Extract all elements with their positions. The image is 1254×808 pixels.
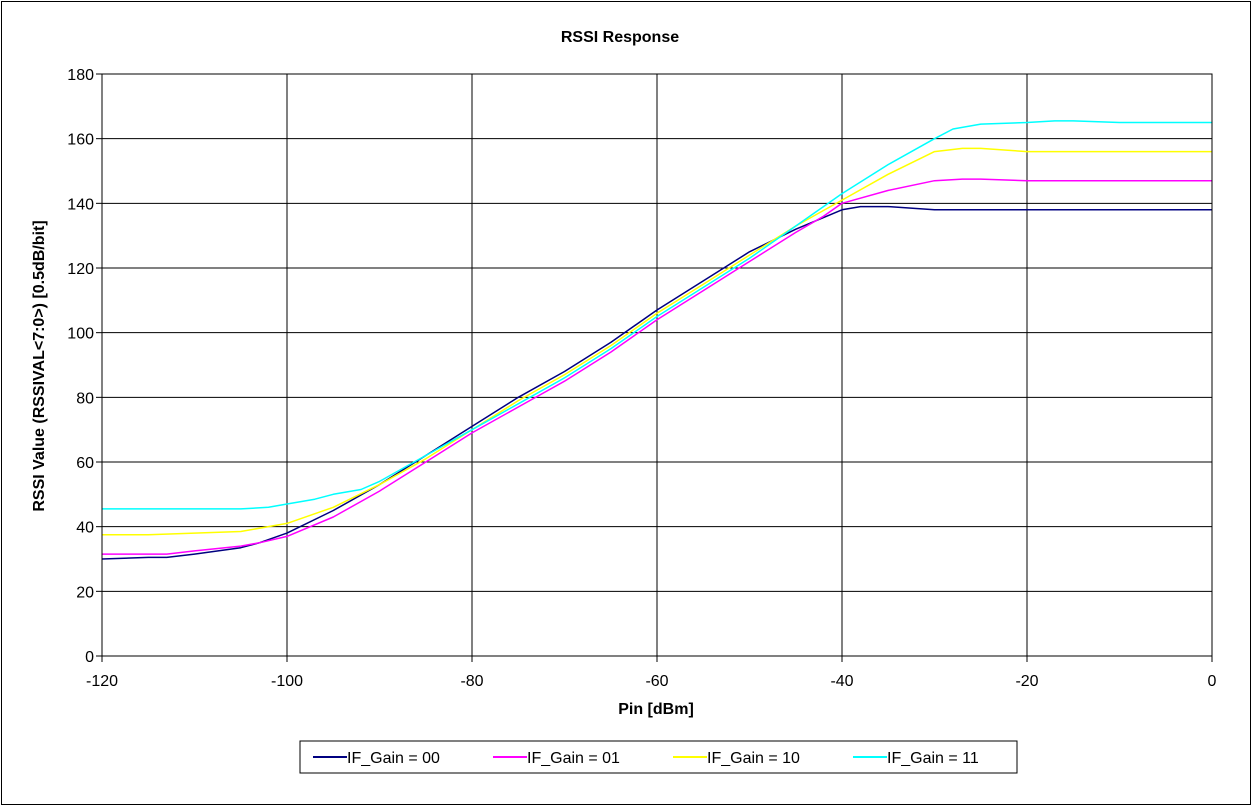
series-line-1: [102, 178, 1212, 555]
series-lines: [101, 120, 1212, 560]
series-line-2: [102, 147, 1212, 536]
chart-title: RSSI Response: [561, 29, 679, 46]
y-tick-label: 20: [76, 584, 94, 601]
y-tick-label: 180: [67, 67, 94, 84]
x-tick-label: -20: [1015, 673, 1038, 690]
y-tick-label: 60: [76, 455, 94, 472]
legend-label-1: IF_Gain = 01: [527, 750, 620, 767]
x-tick-label: -60: [645, 673, 668, 690]
y-tick-label: 160: [67, 132, 94, 149]
y-tick-label: 100: [67, 326, 94, 343]
legend-label-2: IF_Gain = 10: [707, 750, 800, 767]
series-line-0: [101, 205, 1212, 560]
x-tick-label: -100: [271, 673, 303, 690]
y-tick-label: 80: [76, 390, 94, 407]
x-tick-label: -120: [86, 673, 118, 690]
y-tick-label: 40: [76, 520, 94, 537]
series-line-3: [102, 120, 1212, 510]
legend-box: [299, 740, 1018, 774]
x-tick-label: -80: [460, 673, 483, 690]
x-tick-label: -40: [830, 673, 853, 690]
legend-label-3: IF_Gain = 11: [887, 750, 979, 767]
x-axis-ticks: -120 -100 -80 -60 -40 -20 0: [86, 656, 1217, 690]
legend-label-0: IF_Gain = 00: [347, 750, 440, 767]
y-axis-ticks: 0 20 40 60 80 100 120 140 160 180: [67, 67, 102, 666]
y-tick-label: 120: [67, 261, 94, 278]
y-axis-title: RSSI Value (RSSIVAL<7:0>) [0.5dB/bit]: [31, 220, 48, 511]
y-tick-label: 0: [85, 649, 94, 666]
grid: [101, 73, 1213, 657]
x-axis-title: Pin [dBm]: [618, 701, 694, 718]
legend: IF_Gain = 00 IF_Gain = 01 IF_Gain = 10 IF_G…: [299, 740, 1018, 774]
x-tick-label: 0: [1208, 673, 1217, 690]
y-tick-label: 140: [67, 196, 94, 213]
